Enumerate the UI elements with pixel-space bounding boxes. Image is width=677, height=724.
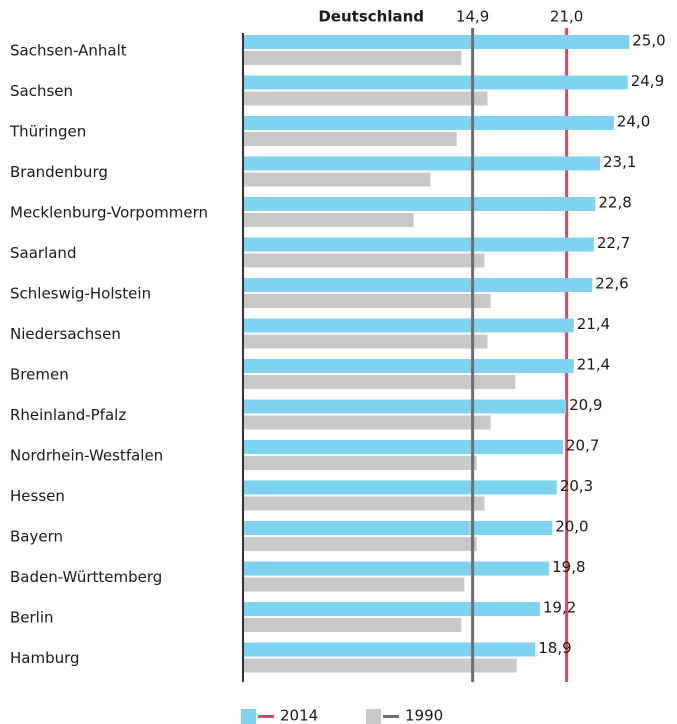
value-label: 22,6 [595, 275, 628, 293]
value-label: 21,4 [577, 356, 610, 374]
category-label: Sachsen [10, 82, 73, 100]
bar [244, 399, 567, 414]
category-label: Thüringen [9, 123, 86, 141]
reference-label: 21,0 [550, 8, 583, 26]
bar [244, 237, 594, 252]
category-label: Schleswig-Holstein [10, 285, 151, 303]
category-label: Sachsen-Anhalt [10, 42, 127, 60]
legend-swatch [366, 709, 381, 724]
category-label: Bayern [10, 528, 63, 546]
bar [244, 91, 488, 106]
bar [244, 278, 593, 292]
bar [244, 480, 557, 495]
value-label: 24,9 [631, 72, 664, 90]
bar [244, 318, 574, 333]
bar [244, 537, 477, 551]
bar [244, 116, 614, 130]
category-label: Berlin [10, 609, 54, 627]
value-label: 25,0 [632, 32, 665, 50]
legend-swatch [241, 709, 256, 724]
bar [244, 440, 564, 454]
bar [244, 415, 491, 430]
value-label: 21,4 [577, 315, 610, 333]
bar [244, 132, 457, 146]
value-label: 24,0 [617, 113, 650, 131]
value-label: 20,7 [566, 437, 599, 455]
category-label: Nordrhein-Westfalen [10, 447, 163, 465]
bar [244, 577, 465, 592]
value-label: 20,0 [555, 518, 588, 536]
value-label: 20,9 [569, 396, 602, 414]
bar [244, 496, 485, 511]
bar [244, 521, 553, 535]
bar [244, 172, 431, 187]
value-label: 22,8 [598, 194, 631, 212]
category-label: Bremen [10, 366, 69, 384]
value-label: 20,3 [560, 477, 593, 495]
category-label: Saarland [10, 244, 76, 262]
value-label: 22,7 [597, 234, 630, 252]
bar [244, 197, 596, 211]
category-label: Hamburg [10, 649, 80, 667]
bar [244, 658, 517, 673]
category-label: Niedersachsen [10, 325, 121, 343]
bar [244, 375, 516, 389]
value-label: 23,1 [603, 153, 636, 171]
bar [244, 35, 630, 49]
bar [244, 156, 600, 171]
value-label: 18,9 [538, 639, 571, 657]
value-label: 19,8 [552, 558, 585, 576]
bar [244, 561, 550, 576]
legend-label: 2014 [280, 707, 318, 724]
bar [244, 642, 536, 657]
category-label: Hessen [10, 487, 65, 505]
legend-label: 1990 [405, 707, 443, 724]
reference-label: 14,9 [456, 8, 489, 26]
category-label: Brandenburg [10, 163, 108, 181]
reference-title: Deutschland [318, 8, 424, 26]
category-label: Rheinland-Pfalz [10, 406, 126, 424]
category-label: Mecklenburg-Vorpommern [10, 204, 208, 222]
value-label: 19,2 [543, 599, 576, 617]
bar [244, 213, 414, 227]
bar [244, 456, 477, 470]
bar [244, 51, 462, 65]
bar [244, 359, 574, 373]
category-label: Baden-Württemberg [10, 568, 162, 586]
bar [244, 253, 485, 268]
bar [244, 334, 488, 349]
bar [244, 75, 628, 90]
bar [244, 602, 540, 616]
bar [244, 294, 491, 308]
bar [244, 618, 462, 632]
